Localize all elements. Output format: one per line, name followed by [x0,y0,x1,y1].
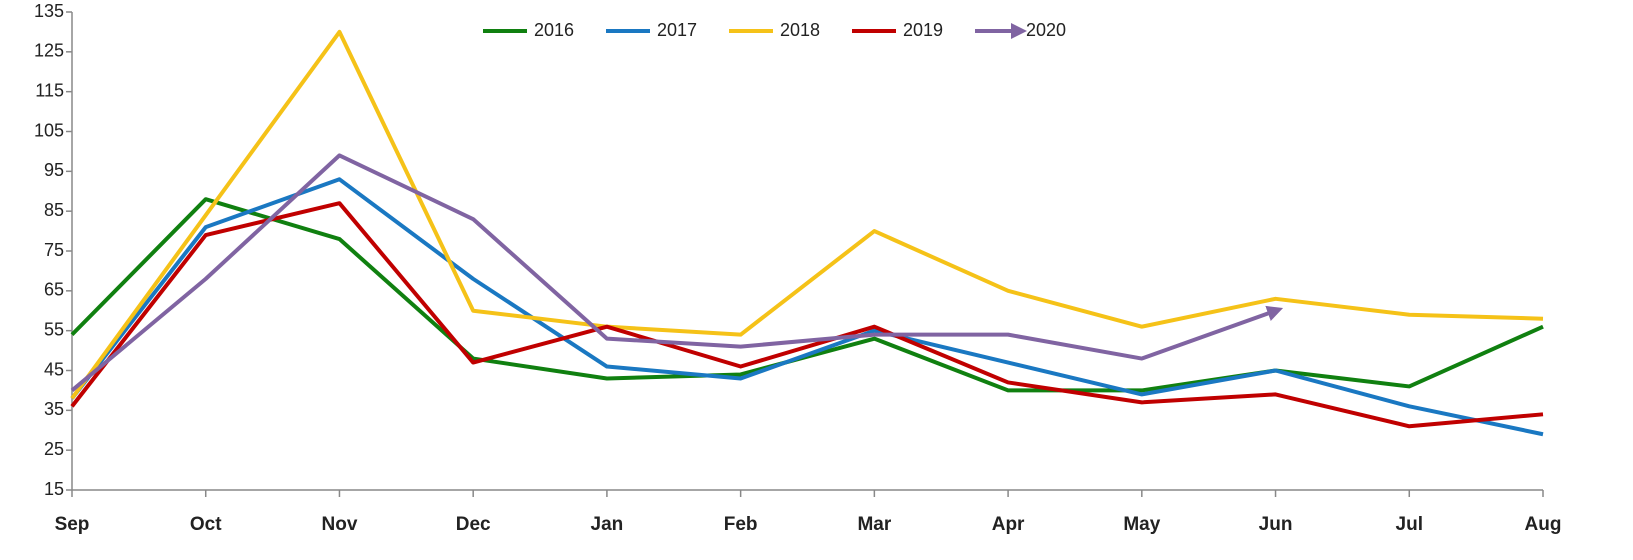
y-tick-label: 45 [44,359,64,379]
y-tick-label: 55 [44,319,64,339]
x-tick-label: Jun [1259,514,1293,535]
y-tick-label: 125 [34,41,64,61]
x-tick-label: Jan [591,514,624,535]
series-line [70,201,1544,429]
x-tick-label: Dec [456,514,491,535]
legend-label: 2017 [657,20,697,40]
x-tick-label: Sep [55,514,90,535]
y-tick-label: 135 [34,1,64,21]
y-tick-label: 25 [44,439,64,459]
series-line [70,29,1544,400]
legend-label: 2018 [780,20,820,40]
x-tick-label: Oct [190,514,222,535]
x-tick-label: May [1123,514,1160,535]
series-line [70,177,1544,437]
legend-label: 2019 [903,20,943,40]
x-tick-label: Nov [322,514,358,535]
y-tick-label: 115 [35,80,64,100]
series-line [70,153,1284,392]
y-tick-label: 105 [34,120,64,140]
y-tick-label: 85 [44,200,64,220]
x-tick-label: Jul [1396,514,1423,535]
series-line [70,197,1544,393]
x-tick-label: Apr [992,514,1025,535]
x-tick-label: Feb [724,514,758,535]
legend-label: 2020 [1026,20,1066,40]
y-tick-label: 75 [44,240,64,260]
y-tick-label: 65 [44,280,64,300]
x-tick-label: Mar [857,514,891,535]
y-tick-label: 35 [44,399,64,419]
y-tick-label: 15 [44,479,64,499]
x-tick-label: Aug [1525,514,1562,535]
legend-label: 2016 [534,20,574,40]
y-tick-label: 95 [44,160,64,180]
